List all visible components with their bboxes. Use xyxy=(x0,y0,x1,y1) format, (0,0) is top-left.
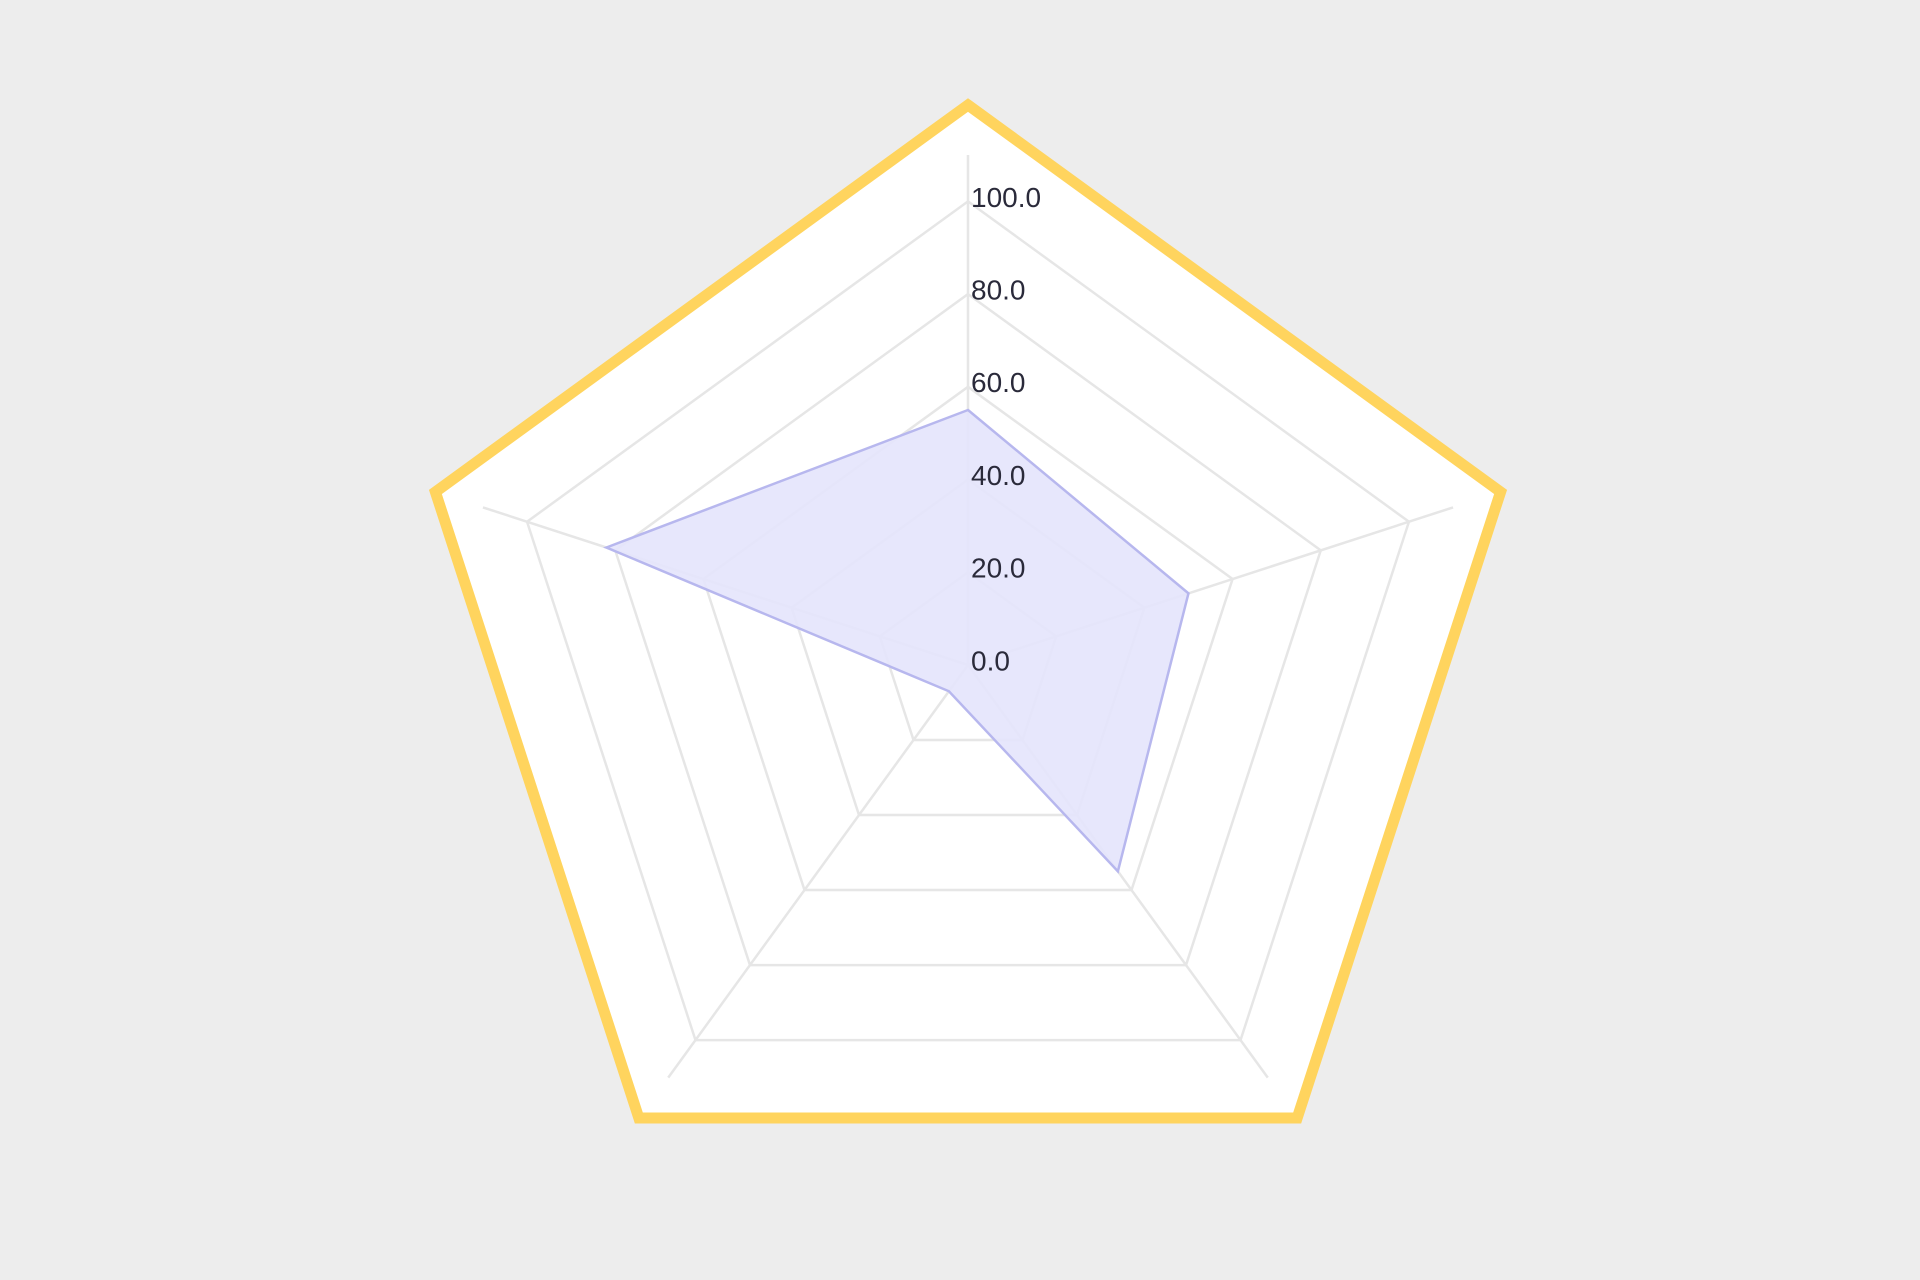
grid-ring-4 xyxy=(613,292,1323,967)
tick-label-2: 40.0 xyxy=(971,460,1026,491)
tick-label-0: 0.0 xyxy=(971,645,1010,676)
tick-label-3: 60.0 xyxy=(971,367,1026,398)
spoke-3 xyxy=(667,664,970,1079)
tick-label-5: 100.0 xyxy=(971,182,1041,213)
tick-label-4: 80.0 xyxy=(971,274,1026,305)
grid-ring-5 xyxy=(525,199,1411,1042)
radar-series xyxy=(603,408,1190,874)
series-area-0 xyxy=(603,408,1190,874)
tick-label-1: 20.0 xyxy=(971,553,1026,584)
radial-tick-labels: 0.0 20.0 40.0 60.0 80.0 100.0 xyxy=(971,182,1041,677)
